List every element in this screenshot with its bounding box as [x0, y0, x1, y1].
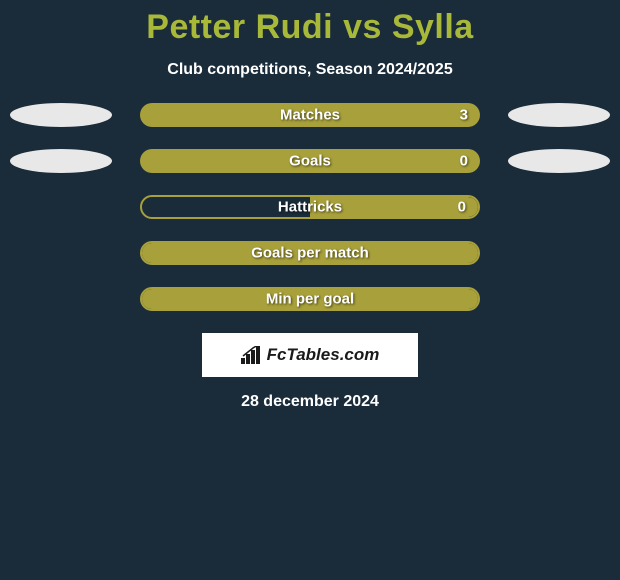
date-text: 28 december 2024	[0, 393, 620, 411]
player-right-marker	[508, 149, 610, 173]
chart-icon	[241, 346, 263, 364]
player-left-marker	[10, 149, 112, 173]
stat-rows-container: Matches 3 Goals 0 Hattricks 0 Goals per match M…	[0, 103, 620, 311]
stat-label: Hattricks	[278, 199, 342, 216]
stat-bar: Goals 0	[140, 149, 480, 173]
player-right-marker	[508, 103, 610, 127]
stat-bar: Min per goal	[140, 287, 480, 311]
stat-row: Matches 3	[0, 103, 620, 127]
stat-value-right: 3	[460, 107, 468, 124]
stat-bar: Hattricks 0	[140, 195, 480, 219]
stat-label: Min per goal	[266, 291, 354, 308]
stat-label: Goals per match	[251, 245, 369, 262]
stat-label: Goals	[289, 153, 331, 170]
page-title: Petter Rudi vs Sylla	[0, 8, 620, 47]
stats-comparison-widget: Petter Rudi vs Sylla Club competitions, …	[0, 0, 620, 411]
stat-value-right: 0	[460, 153, 468, 170]
stat-row: Hattricks 0	[0, 195, 620, 219]
stat-value-right: 0	[458, 199, 466, 216]
attribution-badge[interactable]: FcTables.com	[202, 333, 418, 377]
attribution-text: FcTables.com	[267, 345, 380, 365]
player-left-marker	[10, 103, 112, 127]
stat-label: Matches	[280, 107, 340, 124]
stat-row: Goals 0	[0, 149, 620, 173]
stat-row: Min per goal	[0, 287, 620, 311]
stat-row: Goals per match	[0, 241, 620, 265]
stat-bar: Matches 3	[140, 103, 480, 127]
subtitle: Club competitions, Season 2024/2025	[0, 61, 620, 79]
stat-bar: Goals per match	[140, 241, 480, 265]
